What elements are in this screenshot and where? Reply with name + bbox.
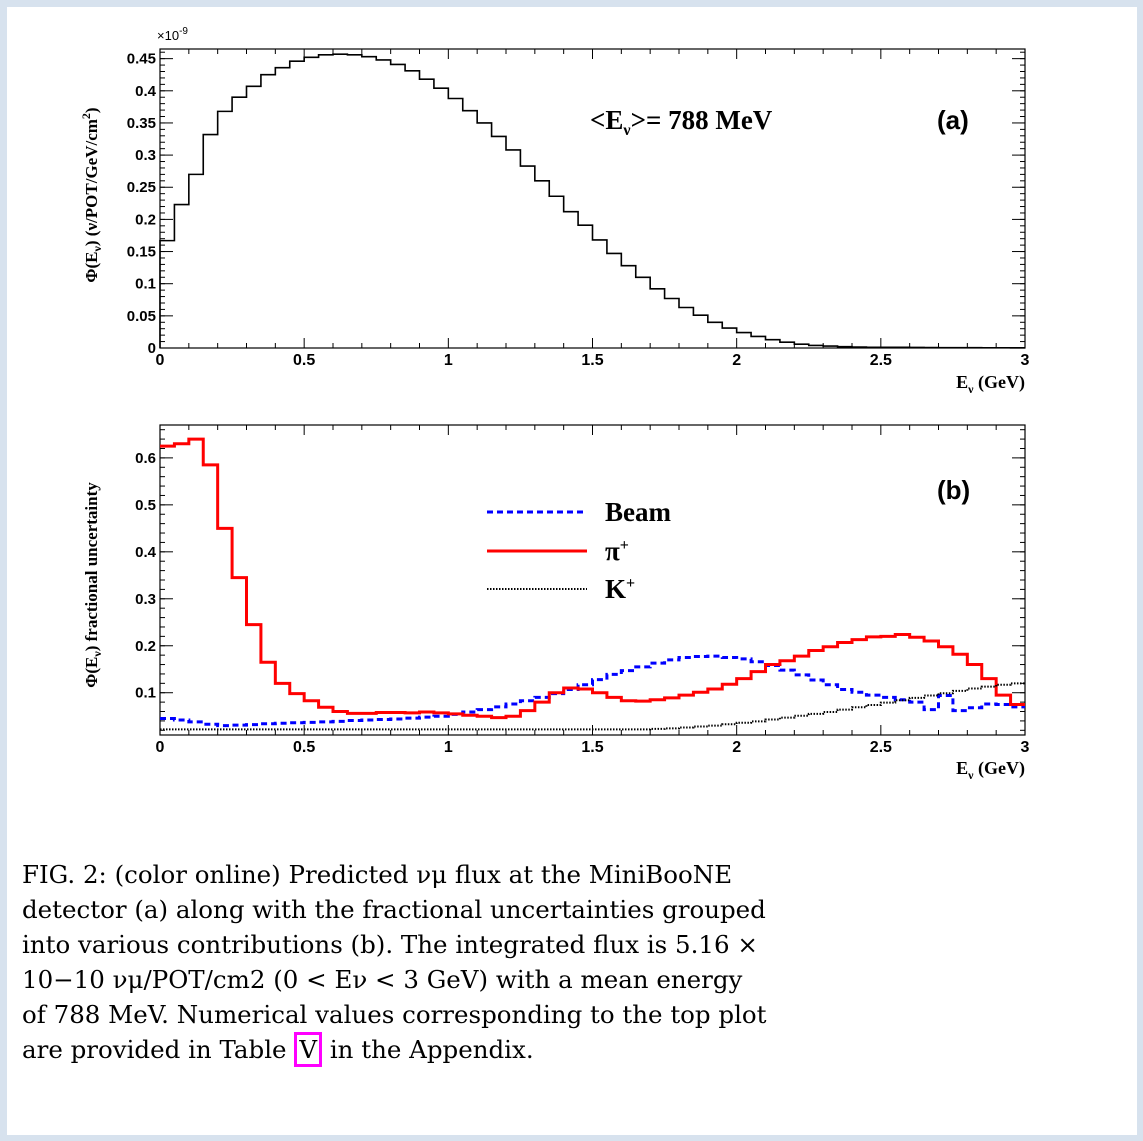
y-tick-label: 0.1 xyxy=(135,685,156,702)
y-tick-label: 0.1 xyxy=(135,276,156,293)
y-tick-label: 0.35 xyxy=(127,115,156,132)
y-tick-label: 0.4 xyxy=(135,544,157,561)
x-tick-label: 2.5 xyxy=(870,739,892,756)
y-tick-label: 0 xyxy=(148,340,156,357)
caption-line-5: of 788 MeV. Numerical values correspondi… xyxy=(22,1000,767,1029)
caption-line-1: FIG. 2: (color online) Predicted νμ flux… xyxy=(22,860,733,889)
panel-b-tag: (b) xyxy=(937,475,970,505)
x-tick-label: 1 xyxy=(444,352,453,369)
x-tick-label: 3 xyxy=(1021,352,1030,369)
caption-line-6-end: in the Appendix. xyxy=(322,1035,534,1064)
x-tick-label: 2 xyxy=(732,739,741,756)
y-tick-label: 0.05 xyxy=(127,308,156,325)
legend-label: Beam xyxy=(605,497,671,527)
panel-b: 0.1 0.2 0.3 0.4 0.5 0.6 0 0.5 1 1.5 2 2.5 3 Φ(Eν) fr… xyxy=(82,424,1030,782)
figure-caption: FIG. 2: (color online) Predicted νμ flux… xyxy=(22,857,1137,1067)
panel-a-xlabel: Eν (GeV) xyxy=(956,372,1025,396)
panel-a-frame xyxy=(159,48,1026,349)
x-tick-label: 1.5 xyxy=(581,739,603,756)
y-tick-label: 0.3 xyxy=(135,591,156,608)
y-tick-label: 0.25 xyxy=(127,179,156,196)
caption-line-6: are provided in Table V in the Appendix. xyxy=(22,1032,1137,1067)
table-reference-link[interactable]: V xyxy=(294,1032,323,1067)
series-flux-line xyxy=(159,53,1025,349)
y-tick-label: 0.2 xyxy=(135,638,156,655)
x-tick-label: 0 xyxy=(156,739,165,756)
x-tick-label: 1.5 xyxy=(581,352,603,369)
y-tick-label: 0.6 xyxy=(135,450,156,467)
x-tick-label: 2 xyxy=(732,352,741,369)
panel-a-mean-energy-annotation: <Eν>= 788 MeV xyxy=(590,105,773,139)
figure: 0 0.05 0.1 0.15 0.2 0.25 0.3 0.35 0.4 0.45 0 0.5 1 1.… xyxy=(79,26,1030,782)
y-tick-label: 0.15 xyxy=(127,244,156,261)
y-tick-label: 0.4 xyxy=(135,83,157,100)
series-beam-line xyxy=(160,654,1025,728)
x-tick-label: 0.5 xyxy=(293,739,315,756)
y-tick-label: 0.2 xyxy=(135,211,156,228)
x-tick-label: 0 xyxy=(156,352,165,369)
panel-b-xlabel: Eν (GeV) xyxy=(956,758,1025,782)
panel-a-ylabel: Φ(Eν) (ν/POT/GeV/cm2) xyxy=(79,107,104,282)
panel-b-ticks xyxy=(159,425,1026,735)
legend-label: K+ xyxy=(605,574,635,604)
caption-line-3: into various contributions (b). The inte… xyxy=(22,930,758,959)
panel-a: 0 0.05 0.1 0.15 0.2 0.25 0.3 0.35 0.4 0.45 0 0.5 1 1.… xyxy=(79,26,1030,396)
panel-b-ylabel: Φ(Eν) fractional uncertainty xyxy=(82,482,104,688)
series-pi-line xyxy=(160,437,1025,720)
panel-b-tick-labels: 0.1 0.2 0.3 0.4 0.5 0.6 0 0.5 1 1.5 2 2.5 3 xyxy=(135,450,1029,756)
x-tick-label: 1 xyxy=(444,739,453,756)
panel-a-ticks xyxy=(159,49,1026,349)
caption-line-6-start: are provided in Table xyxy=(22,1035,295,1064)
panel-a-series xyxy=(159,53,1025,349)
panel-b-legend: Beam π+ K+ xyxy=(487,497,671,604)
panel-b-series xyxy=(160,437,1025,731)
x-tick-label: 0.5 xyxy=(293,352,315,369)
panel-a-tag: (a) xyxy=(937,105,969,135)
legend-label: π+ xyxy=(605,536,629,566)
x-tick-label: 2.5 xyxy=(870,352,892,369)
caption-line-2: detector (a) along with the fractional u… xyxy=(22,895,766,924)
page: 0 0.05 0.1 0.15 0.2 0.25 0.3 0.35 0.4 0.45 0 0.5 1 1.… xyxy=(7,7,1137,1135)
y-tick-label: 0.5 xyxy=(135,497,156,514)
panel-a-y-multiplier: ×10-9 xyxy=(157,26,188,43)
y-tick-label: 0.3 xyxy=(135,147,156,164)
x-tick-label: 3 xyxy=(1021,739,1030,756)
caption-line-4: 10−10 νμ/POT/cm2 (0 < Eν < 3 GeV) with a… xyxy=(22,965,743,994)
y-tick-label: 0.45 xyxy=(127,51,156,68)
panel-a-tick-labels: 0 0.05 0.1 0.15 0.2 0.25 0.3 0.35 0.4 0.45 0 0.5 1 1.… xyxy=(127,51,1030,369)
